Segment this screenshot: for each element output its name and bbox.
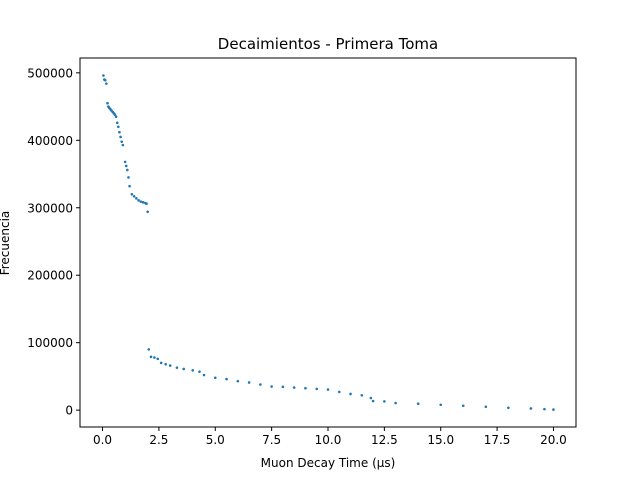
data-point — [304, 386, 307, 390]
data-point — [270, 385, 273, 388]
data-point — [113, 113, 117, 116]
y-axis-label: Frecuencia — [0, 211, 12, 276]
data-point — [117, 125, 120, 129]
plot-area — [102, 74, 555, 411]
x-tick-label: 0.0 — [93, 433, 112, 447]
data-point — [106, 101, 109, 105]
y-axis: 0 100000 200000 300000 400000 500000 — [27, 66, 80, 418]
data-point — [121, 143, 125, 147]
x-tick-label: 17.5 — [484, 433, 511, 447]
chart-title: Decaimientos - Primera Toma — [218, 35, 438, 53]
data-point — [115, 121, 119, 125]
x-tick-label: 20.0 — [540, 433, 567, 447]
y-tick-label: 0 — [65, 404, 73, 418]
data-point — [164, 362, 167, 366]
data-point — [225, 377, 228, 381]
data-point — [383, 400, 386, 403]
data-point — [159, 361, 163, 365]
x-tick-label: 7.5 — [262, 433, 281, 447]
data-point — [175, 366, 179, 369]
data-point — [119, 135, 122, 139]
data-point — [118, 130, 121, 134]
x-tick-label: 15.0 — [427, 433, 454, 447]
y-tick-label: 200000 — [27, 269, 73, 283]
data-point — [128, 184, 131, 188]
x-tick-label: 2.5 — [149, 433, 168, 447]
data-point — [146, 210, 149, 214]
data-point — [147, 348, 151, 351]
data-point — [202, 373, 206, 377]
data-point — [213, 376, 217, 380]
data-point — [461, 404, 465, 408]
data-point — [259, 383, 262, 386]
data-point — [292, 386, 296, 389]
data-point — [326, 388, 330, 391]
x-tick-label: 12.5 — [371, 433, 398, 447]
data-point — [120, 140, 124, 143]
data-point — [145, 202, 148, 206]
data-point — [127, 176, 130, 179]
data-point — [124, 164, 128, 168]
data-point — [156, 357, 160, 361]
data-point — [153, 356, 156, 359]
data-point — [191, 369, 195, 372]
data-point — [126, 168, 129, 172]
data-point — [168, 364, 172, 367]
y-tick-label: 500000 — [27, 66, 73, 80]
y-tick-label: 400000 — [27, 134, 73, 148]
data-point — [236, 379, 240, 383]
data-point — [149, 355, 153, 359]
y-tick-label: 100000 — [27, 336, 73, 350]
data-point — [484, 405, 488, 409]
data-point — [247, 381, 251, 384]
data-point — [137, 199, 140, 202]
data-point — [439, 403, 443, 407]
data-point — [123, 160, 127, 164]
x-axis: 0.0 2.5 5.0 7.5 10.0 12.5 15.0 17.5 20.0 — [93, 427, 567, 447]
data-point — [281, 385, 285, 389]
data-point — [349, 392, 352, 396]
data-point — [130, 192, 134, 196]
data-point — [105, 82, 108, 85]
data-point — [135, 197, 138, 200]
data-point — [337, 390, 341, 394]
data-point — [394, 401, 397, 405]
data-point — [102, 74, 105, 77]
data-point — [416, 402, 420, 406]
data-point — [552, 408, 555, 411]
data-point — [132, 194, 136, 198]
data-point — [114, 115, 118, 118]
x-tick-label: 10.0 — [315, 433, 342, 447]
data-point — [529, 407, 533, 410]
y-tick-label: 300000 — [27, 201, 73, 215]
data-point — [315, 387, 319, 391]
data-point — [369, 396, 373, 400]
data-point — [139, 200, 143, 203]
data-point — [198, 370, 201, 373]
data-point — [103, 78, 107, 82]
x-axis-label: Muon Decay Time (µs) — [261, 456, 396, 470]
data-point — [141, 201, 145, 204]
data-point — [182, 367, 186, 371]
data-point — [360, 393, 364, 397]
data-point — [507, 406, 510, 410]
x-tick-label: 5.0 — [206, 433, 225, 447]
data-point — [371, 399, 375, 403]
data-point — [543, 407, 546, 411]
